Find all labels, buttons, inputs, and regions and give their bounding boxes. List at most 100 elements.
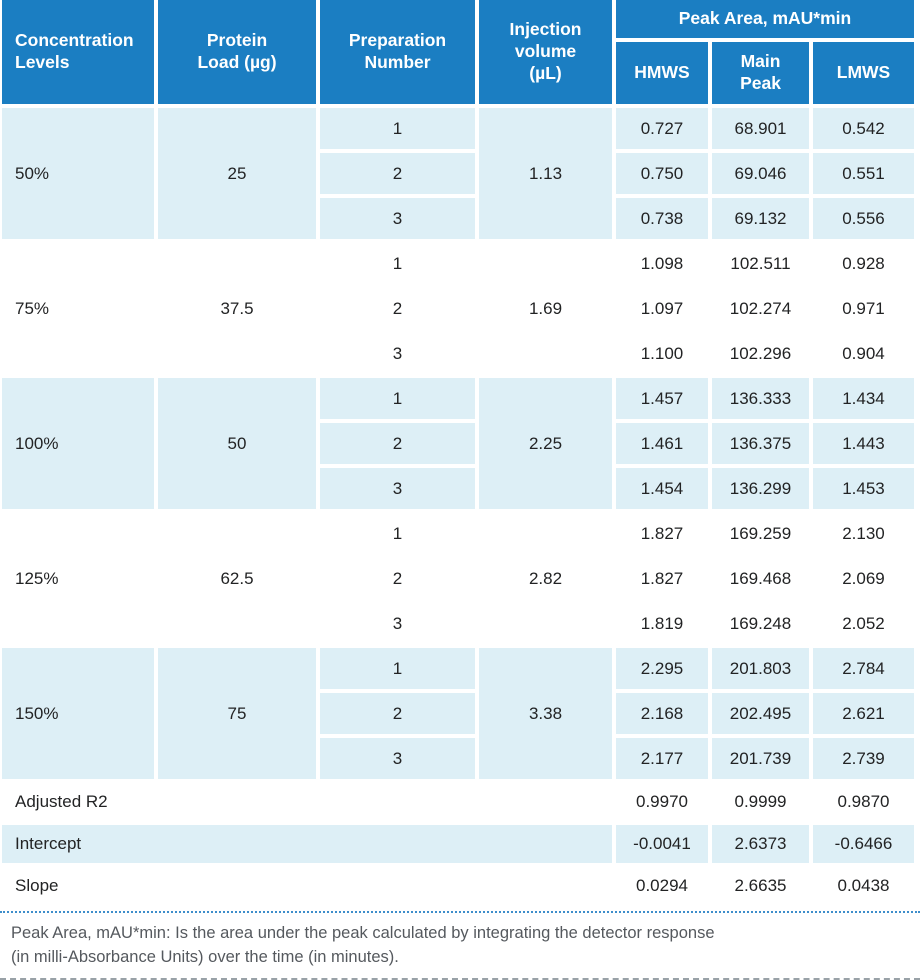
main-peak-summary-cell: 0.9999 xyxy=(712,783,809,821)
preparation-number-cell: 3 xyxy=(320,738,475,779)
footnote: Peak Area, mAU*min: Is the area under th… xyxy=(0,911,920,980)
hmws-value-cell: 2.295 xyxy=(616,648,708,689)
preparation-number-cell: 1 xyxy=(320,243,475,284)
hmws-value-cell: 1.097 xyxy=(616,288,708,329)
hmws-value-cell: 1.100 xyxy=(616,333,708,374)
hmws-value-cell: 2.168 xyxy=(616,693,708,734)
preparation-number-cell: 3 xyxy=(320,198,475,239)
summary-row: Intercept -0.0041 2.6373 -0.6466 xyxy=(2,825,914,863)
main-peak-summary-cell: 2.6373 xyxy=(712,825,809,863)
data-row: 150% 75 1 3.38 2.295 201.803 2.784 xyxy=(2,648,914,779)
main-peak-value-cell: 201.739 xyxy=(712,738,809,779)
preparation-number-cell: 2 xyxy=(320,423,475,464)
lmws-value-cell: 1.443 xyxy=(813,423,914,464)
main-peak-value-cell: 102.274 xyxy=(712,288,809,329)
summary-label-cell: Slope xyxy=(2,867,612,905)
data-row: 3 2.177 201.739 2.739 xyxy=(2,738,914,779)
linearity-results-table: Concentration Levels Protein Load (µg) P… xyxy=(2,0,914,905)
col-header-preparation-number: Preparation Number xyxy=(320,0,475,104)
preparation-number-cell: 2 xyxy=(320,153,475,194)
preparation-number-cell: 1 xyxy=(320,648,475,689)
data-row: 75% 37.5 1 1.69 1.098 102.511 0.928 xyxy=(2,243,914,374)
data-row: 100% 50 1 2.25 1.457 136.333 1.434 xyxy=(2,378,914,509)
data-row: 3 1.100 102.296 0.904 xyxy=(2,333,914,374)
summary-label-cell: Adjusted R2 xyxy=(2,783,612,821)
hmws-summary-cell: 0.0294 xyxy=(616,867,708,905)
lmws-value-cell: 0.904 xyxy=(813,333,914,374)
protein-load-cell: 75 xyxy=(158,648,316,779)
hmws-value-cell: 1.457 xyxy=(616,378,708,419)
lmws-value-cell: 0.542 xyxy=(813,108,914,149)
hmws-summary-cell: -0.0041 xyxy=(616,825,708,863)
col-header-injection-volume: Injection volume (µL) xyxy=(479,0,612,104)
concentration-level-cell: 100% xyxy=(2,378,154,509)
data-row: 2 0.750 69.046 0.551 xyxy=(2,153,914,194)
footnote-line-2: (in milli-Absorbance Units) over the tim… xyxy=(11,947,399,966)
lmws-summary-cell: -0.6466 xyxy=(813,825,914,863)
injection-volume-cell: 3.38 xyxy=(479,648,612,779)
data-row: 2 1.461 136.375 1.443 xyxy=(2,423,914,464)
data-row: 3 1.819 169.248 2.052 xyxy=(2,603,914,644)
injection-volume-cell: 2.82 xyxy=(479,513,612,644)
concentration-level-cell: 125% xyxy=(2,513,154,644)
hmws-value-cell: 1.827 xyxy=(616,558,708,599)
main-peak-value-cell: 102.511 xyxy=(712,243,809,284)
main-peak-value-cell: 169.248 xyxy=(712,603,809,644)
preparation-number-cell: 3 xyxy=(320,333,475,374)
preparation-number-cell: 2 xyxy=(320,288,475,329)
protein-load-cell: 37.5 xyxy=(158,243,316,374)
main-peak-value-cell: 202.495 xyxy=(712,693,809,734)
lmws-summary-cell: 0.9870 xyxy=(813,783,914,821)
hmws-value-cell: 1.827 xyxy=(616,513,708,554)
hmws-value-cell: 0.738 xyxy=(616,198,708,239)
concentration-level-cell: 50% xyxy=(2,108,154,239)
col-header-hmws: HMWS xyxy=(616,42,708,104)
hmws-value-cell: 2.177 xyxy=(616,738,708,779)
protein-load-cell: 25 xyxy=(158,108,316,239)
hmws-value-cell: 1.098 xyxy=(616,243,708,284)
preparation-number-cell: 3 xyxy=(320,603,475,644)
col-header-protein-load: Protein Load (µg) xyxy=(158,0,316,104)
concentration-level-cell: 75% xyxy=(2,243,154,374)
main-peak-value-cell: 69.046 xyxy=(712,153,809,194)
lmws-value-cell: 2.069 xyxy=(813,558,914,599)
col-header-peak-area-group: Peak Area, mAU*min xyxy=(616,0,914,38)
injection-volume-cell: 2.25 xyxy=(479,378,612,509)
lmws-value-cell: 2.052 xyxy=(813,603,914,644)
concentration-level-cell: 150% xyxy=(2,648,154,779)
data-row: 125% 62.5 1 2.82 1.827 169.259 2.130 xyxy=(2,513,914,644)
main-peak-value-cell: 136.333 xyxy=(712,378,809,419)
lmws-value-cell: 2.739 xyxy=(813,738,914,779)
hmws-value-cell: 0.727 xyxy=(616,108,708,149)
col-header-concentration-levels: Concentration Levels xyxy=(2,0,154,104)
preparation-number-cell: 2 xyxy=(320,693,475,734)
main-peak-value-cell: 169.468 xyxy=(712,558,809,599)
main-peak-value-cell: 201.803 xyxy=(712,648,809,689)
lmws-summary-cell: 0.0438 xyxy=(813,867,914,905)
main-peak-summary-cell: 2.6635 xyxy=(712,867,809,905)
main-peak-value-cell: 69.132 xyxy=(712,198,809,239)
summary-row: Adjusted R2 0.9970 0.9999 0.9870 xyxy=(2,783,914,821)
col-header-lmws: LMWS xyxy=(813,42,914,104)
hmws-value-cell: 1.819 xyxy=(616,603,708,644)
col-header-main-peak: Main Peak xyxy=(712,42,809,104)
lmws-value-cell: 0.971 xyxy=(813,288,914,329)
lmws-value-cell: 1.434 xyxy=(813,378,914,419)
lmws-value-cell: 2.784 xyxy=(813,648,914,689)
table-header: Concentration Levels Protein Load (µg) P… xyxy=(2,0,914,104)
summary-row: Slope 0.0294 2.6635 0.0438 xyxy=(2,867,914,905)
data-row: 2 2.168 202.495 2.621 xyxy=(2,693,914,734)
data-row: 3 1.454 136.299 1.453 xyxy=(2,468,914,509)
lmws-value-cell: 1.453 xyxy=(813,468,914,509)
protein-load-cell: 62.5 xyxy=(158,513,316,644)
preparation-number-cell: 2 xyxy=(320,558,475,599)
main-peak-value-cell: 136.299 xyxy=(712,468,809,509)
injection-volume-cell: 1.13 xyxy=(479,108,612,239)
data-row: 3 0.738 69.132 0.556 xyxy=(2,198,914,239)
main-peak-value-cell: 102.296 xyxy=(712,333,809,374)
hmws-value-cell: 0.750 xyxy=(616,153,708,194)
preparation-number-cell: 1 xyxy=(320,513,475,554)
protein-load-cell: 50 xyxy=(158,378,316,509)
injection-volume-cell: 1.69 xyxy=(479,243,612,374)
preparation-number-cell: 1 xyxy=(320,378,475,419)
